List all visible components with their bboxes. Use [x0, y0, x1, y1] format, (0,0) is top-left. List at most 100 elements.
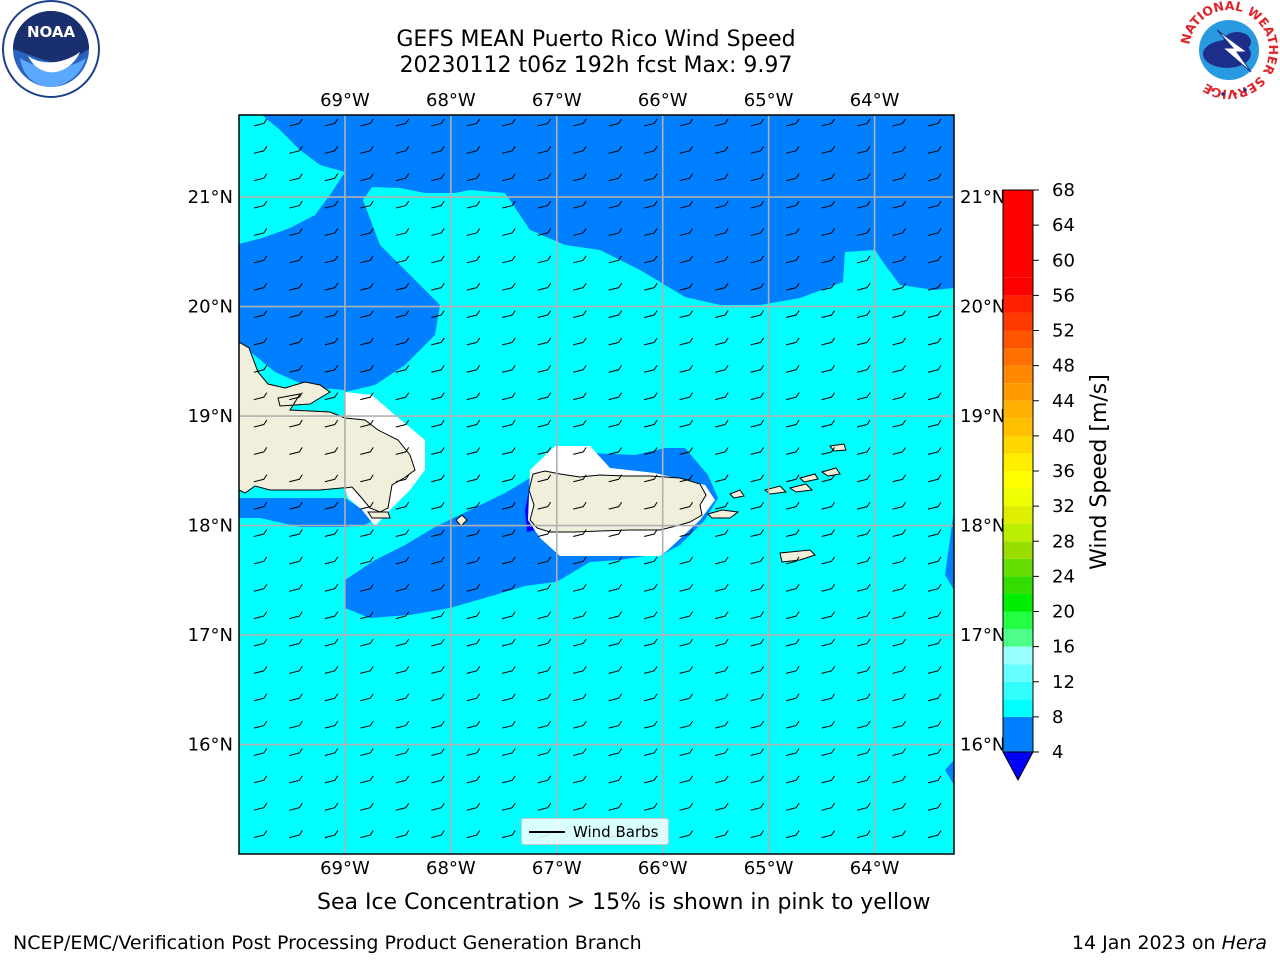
- wind-barb: [537, 611, 552, 620]
- wind-barb: [324, 146, 339, 154]
- colorbar-segment: [1003, 681, 1033, 700]
- colorbar-tick-label: 16: [1052, 637, 1075, 658]
- wind-barb: [856, 529, 871, 537]
- wind-barb: [573, 638, 587, 647]
- wind-barb: [679, 693, 694, 702]
- wind-barb: [856, 447, 871, 455]
- wind-barb: [324, 118, 339, 127]
- wind-barb: [324, 830, 339, 839]
- wind-barb: [856, 419, 871, 428]
- wind-barb: [502, 748, 516, 756]
- wind-barb: [644, 474, 658, 483]
- footer-date: 14 Jan 2023 on Hera: [1072, 932, 1267, 954]
- wind-barb: [324, 556, 339, 565]
- wind-barb: [395, 255, 410, 264]
- wind-barb: [608, 748, 623, 756]
- colorbar-segment: [1003, 699, 1033, 717]
- wind-barb: [395, 693, 410, 702]
- colorbar-tick-label: 32: [1052, 496, 1075, 517]
- wind-barb: [537, 255, 552, 264]
- colorbar-segment: [1003, 593, 1033, 612]
- colorbar-segment: [1003, 541, 1033, 559]
- wind-barb: [785, 748, 800, 756]
- wind-barb: [431, 611, 445, 620]
- wind-barb: [573, 118, 587, 127]
- wind-barb: [892, 447, 906, 455]
- wind-barb: [537, 638, 552, 647]
- wind-barb: [856, 337, 871, 346]
- wind-barb: [927, 419, 942, 428]
- wind-barb: [644, 638, 658, 647]
- colorbar-segment: [1003, 611, 1033, 630]
- wind-barb: [608, 365, 623, 373]
- wind-barb: [431, 666, 445, 674]
- wind-barb: [927, 337, 942, 346]
- wind-barb: [360, 228, 374, 236]
- wind-barb: [927, 310, 942, 319]
- wind-barb: [608, 474, 623, 483]
- wind-barb: [573, 501, 587, 510]
- wind-barb: [679, 228, 694, 236]
- wind-barb: [892, 666, 906, 674]
- wind-barb: [927, 556, 942, 565]
- wind-barb: [750, 611, 765, 620]
- wind-barb: [715, 693, 729, 702]
- wind-barb: [360, 282, 374, 291]
- wind-barbs: [253, 118, 942, 839]
- wind-barb: [785, 173, 800, 182]
- wind-barb: [927, 173, 942, 182]
- wind-barb: [466, 419, 481, 428]
- wind-barb: [537, 583, 552, 592]
- wind-barb: [892, 118, 906, 127]
- legend-label: Wind Barbs: [573, 823, 659, 841]
- wind-barb: [679, 529, 694, 537]
- wind-barb: [892, 638, 906, 647]
- wind-barb: [537, 146, 552, 154]
- wind-barb: [821, 666, 836, 674]
- colorbar-tick-label: 40: [1052, 426, 1075, 447]
- wind-barb: [892, 474, 906, 483]
- wind-barb: [927, 720, 942, 729]
- wind-barb: [360, 146, 374, 154]
- wind-barb: [395, 748, 410, 756]
- wind-barb: [395, 720, 410, 729]
- wind-barb: [785, 474, 800, 483]
- wind-barb: [679, 337, 694, 346]
- wind-barb: [253, 775, 268, 784]
- wind-barb: [608, 802, 623, 811]
- wind-barb: [679, 419, 694, 428]
- wind-barb: [715, 501, 729, 510]
- colorbar-tick-label: 12: [1052, 672, 1075, 693]
- colorbar-tick-label: 52: [1052, 321, 1075, 342]
- wind-barb: [502, 611, 516, 620]
- colorbar-segment: [1003, 400, 1033, 419]
- wind-barb: [821, 583, 836, 592]
- wind-barb: [608, 529, 623, 537]
- wind-barb: [785, 118, 800, 127]
- wind-barb: [289, 392, 303, 401]
- wind-barb: [324, 693, 339, 702]
- wind-barb: [360, 830, 374, 839]
- wind-barb: [927, 392, 942, 401]
- wind-barb: [785, 693, 800, 702]
- wind-barb: [395, 583, 410, 592]
- wind-barb: [502, 365, 516, 373]
- wind-barb: [644, 666, 658, 674]
- wind-barb: [608, 146, 623, 154]
- wind-barb: [750, 666, 765, 674]
- wind-barb: [431, 337, 445, 346]
- wind-barb: [927, 775, 942, 784]
- wind-barb: [253, 474, 268, 483]
- wind-barb: [253, 720, 268, 729]
- wind-barb: [856, 146, 871, 154]
- wind-barb: [927, 638, 942, 647]
- wind-barb: [573, 666, 587, 674]
- lon-label-top: 64°W: [850, 90, 900, 111]
- wind-barb: [395, 802, 410, 811]
- lon-label-bottom: 68°W: [426, 858, 476, 879]
- wind-barb: [573, 583, 587, 592]
- wind-barb: [537, 118, 552, 127]
- wind-barb: [573, 748, 587, 756]
- wind-barb: [644, 310, 658, 319]
- wind-barb: [927, 447, 942, 455]
